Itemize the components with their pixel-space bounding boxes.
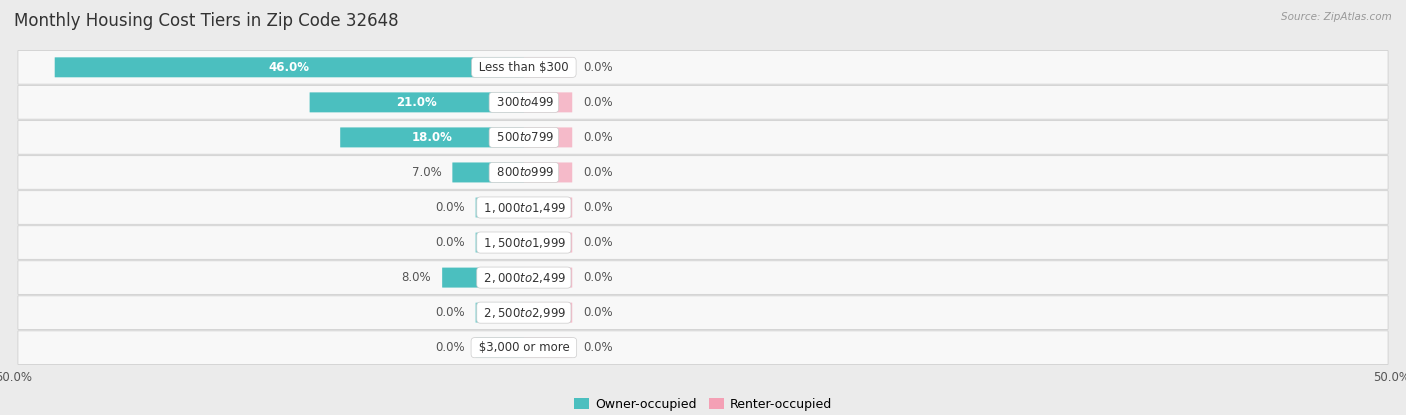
Text: 0.0%: 0.0% (583, 131, 613, 144)
Text: 8.0%: 8.0% (402, 271, 432, 284)
FancyBboxPatch shape (18, 190, 1388, 225)
Legend: Owner-occupied, Renter-occupied: Owner-occupied, Renter-occupied (568, 393, 838, 415)
FancyBboxPatch shape (524, 338, 572, 358)
FancyBboxPatch shape (524, 268, 572, 288)
FancyBboxPatch shape (18, 51, 1388, 84)
Text: 0.0%: 0.0% (583, 236, 613, 249)
Text: 0.0%: 0.0% (583, 166, 613, 179)
FancyBboxPatch shape (524, 57, 572, 77)
FancyBboxPatch shape (475, 303, 524, 322)
FancyBboxPatch shape (441, 268, 524, 288)
FancyBboxPatch shape (475, 232, 524, 253)
Text: 0.0%: 0.0% (434, 306, 464, 319)
Text: 0.0%: 0.0% (583, 271, 613, 284)
FancyBboxPatch shape (18, 156, 1388, 189)
FancyBboxPatch shape (475, 198, 524, 217)
FancyBboxPatch shape (18, 121, 1388, 154)
Text: 0.0%: 0.0% (583, 341, 613, 354)
Text: 0.0%: 0.0% (434, 341, 464, 354)
FancyBboxPatch shape (55, 57, 524, 77)
FancyBboxPatch shape (524, 232, 572, 253)
Text: Less than $300: Less than $300 (475, 61, 572, 74)
FancyBboxPatch shape (340, 127, 524, 147)
FancyBboxPatch shape (309, 93, 524, 112)
FancyBboxPatch shape (18, 331, 1388, 364)
FancyBboxPatch shape (475, 338, 524, 358)
FancyBboxPatch shape (453, 162, 524, 183)
Text: $2,500 to $2,999: $2,500 to $2,999 (481, 305, 568, 320)
Text: 0.0%: 0.0% (583, 61, 613, 74)
Text: 0.0%: 0.0% (583, 201, 613, 214)
Text: $3,000 or more: $3,000 or more (475, 341, 574, 354)
Text: $1,500 to $1,999: $1,500 to $1,999 (481, 236, 568, 249)
FancyBboxPatch shape (18, 296, 1388, 330)
Text: 21.0%: 21.0% (396, 96, 437, 109)
Text: $1,000 to $1,499: $1,000 to $1,499 (481, 200, 568, 215)
Text: $2,000 to $2,499: $2,000 to $2,499 (481, 271, 568, 285)
FancyBboxPatch shape (18, 261, 1388, 294)
FancyBboxPatch shape (524, 198, 572, 217)
Text: 0.0%: 0.0% (583, 306, 613, 319)
Text: Source: ZipAtlas.com: Source: ZipAtlas.com (1281, 12, 1392, 22)
Text: 7.0%: 7.0% (412, 166, 441, 179)
Text: 0.0%: 0.0% (434, 236, 464, 249)
FancyBboxPatch shape (524, 303, 572, 322)
FancyBboxPatch shape (18, 85, 1388, 119)
Text: 46.0%: 46.0% (269, 61, 309, 74)
Text: $800 to $999: $800 to $999 (492, 166, 555, 179)
FancyBboxPatch shape (524, 93, 572, 112)
Text: 0.0%: 0.0% (434, 201, 464, 214)
Text: $500 to $799: $500 to $799 (492, 131, 555, 144)
Text: $300 to $499: $300 to $499 (492, 96, 555, 109)
FancyBboxPatch shape (524, 162, 572, 183)
FancyBboxPatch shape (524, 127, 572, 147)
Text: Monthly Housing Cost Tiers in Zip Code 32648: Monthly Housing Cost Tiers in Zip Code 3… (14, 12, 399, 30)
FancyBboxPatch shape (18, 226, 1388, 259)
Text: 0.0%: 0.0% (583, 96, 613, 109)
Text: 18.0%: 18.0% (412, 131, 453, 144)
